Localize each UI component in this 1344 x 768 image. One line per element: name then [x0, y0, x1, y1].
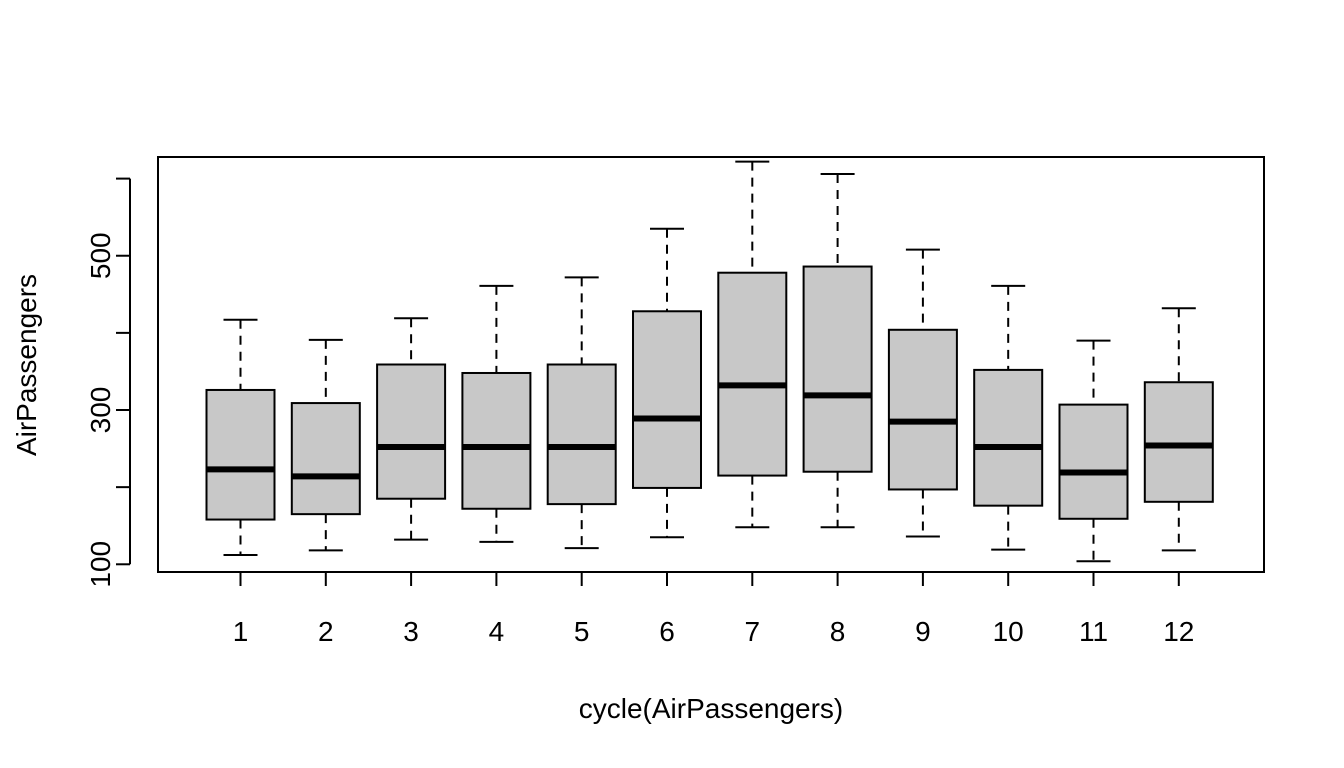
box-body: [802, 265, 873, 473]
x-tick-label: 8: [830, 616, 846, 647]
box-series: [205, 160, 1214, 563]
box-body: [461, 371, 532, 510]
x-tick-label: 3: [403, 616, 419, 647]
x-tick-label: 7: [745, 616, 761, 647]
box-6: [632, 227, 702, 539]
x-tick-label: 5: [574, 616, 590, 647]
box-1: [205, 318, 276, 557]
x-tick-label: 10: [993, 616, 1024, 647]
box-2: [290, 338, 361, 552]
x-tick-label: 6: [659, 616, 675, 647]
box-body: [973, 368, 1044, 507]
y-tick-label: 100: [85, 541, 116, 588]
box-9: [887, 248, 958, 538]
y-tick-label: 300: [85, 387, 116, 434]
y-axis: 100 300 500: [85, 177, 131, 588]
box-body: [1143, 381, 1214, 503]
box-body: [1058, 403, 1129, 520]
box-5: [546, 276, 617, 550]
box-4: [461, 284, 532, 543]
box-body: [717, 271, 788, 477]
box-3: [376, 317, 447, 541]
box-8: [802, 172, 873, 529]
box-body: [205, 388, 276, 521]
x-axis: 1 2 3 4 5 6 7 8 9 10 11 12: [233, 571, 1194, 647]
box-12: [1143, 307, 1214, 552]
box-body: [632, 310, 702, 489]
box-11: [1058, 339, 1129, 563]
x-tick-label: 11: [1079, 616, 1108, 647]
x-axis-title: cycle(AirPassengers): [579, 693, 844, 724]
box-body: [546, 363, 617, 506]
x-tick-label: 12: [1163, 616, 1194, 647]
x-tick-label: 9: [915, 616, 931, 647]
box-body: [376, 363, 447, 500]
x-tick-label: 1: [233, 616, 249, 647]
y-axis-title: AirPassengers: [11, 274, 42, 456]
x-tick-label: 2: [318, 616, 334, 647]
box-7: [717, 160, 788, 529]
x-tick-label: 4: [489, 616, 505, 647]
box-body: [887, 328, 958, 491]
y-tick-label: 500: [85, 232, 116, 279]
box-10: [973, 284, 1044, 551]
box-body: [290, 402, 361, 516]
